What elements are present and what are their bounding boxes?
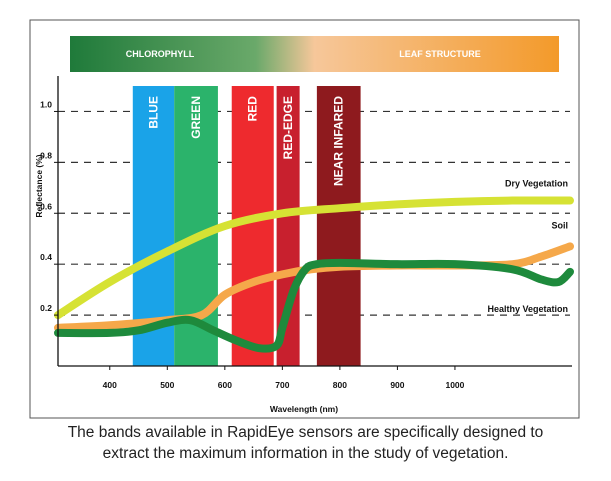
- y-tick-label: 0.6: [40, 201, 52, 211]
- x-tick-label: 700: [275, 380, 289, 390]
- y-tick-label: 0.2: [40, 303, 52, 313]
- x-axis-title: Wavelength (nm): [270, 404, 338, 414]
- caption-line-1: The bands available in RapidEye sensors …: [67, 424, 544, 441]
- series-line-healthy-vegetation: [54, 258, 574, 353]
- x-tick-label: 500: [160, 380, 174, 390]
- x-tick-label: 400: [103, 380, 117, 390]
- caption-line-2: extract the maximum information in the s…: [102, 445, 509, 462]
- legend-label: Healthy Vegetation: [487, 304, 568, 314]
- y-axis-title: Reflectance (%): [34, 154, 44, 217]
- y-tick-label: 1.0: [40, 99, 52, 109]
- band-label: RED: [246, 96, 260, 122]
- band-label: BLUE: [146, 96, 160, 129]
- band-label: NEAR INFARED: [332, 96, 346, 186]
- legend-label: Soil: [551, 220, 568, 230]
- chlorophyll-label: CHLOROPHYLL: [126, 49, 195, 59]
- band-near-infared: [316, 86, 361, 366]
- band-label: GREEN: [189, 96, 203, 139]
- x-tick-label: 800: [333, 380, 347, 390]
- x-tick-label: 900: [390, 380, 404, 390]
- y-tick-label: 0.4: [40, 252, 52, 262]
- y-tick-label: 0.8: [40, 150, 52, 160]
- leaf-structure-label: LEAF STRUCTURE: [399, 49, 481, 59]
- band-label: RED-EDGE: [281, 96, 295, 159]
- legend-label: Dry Vegetation: [505, 179, 568, 189]
- x-tick-label: 1000: [445, 380, 464, 390]
- spectrum-gradient-bar: [70, 36, 559, 72]
- figure-caption: The bands available in RapidEye sensors …: [0, 422, 611, 464]
- series-line-dry-vegetation: [54, 196, 574, 320]
- chart-frame: [29, 19, 580, 419]
- x-tick-label: 600: [218, 380, 232, 390]
